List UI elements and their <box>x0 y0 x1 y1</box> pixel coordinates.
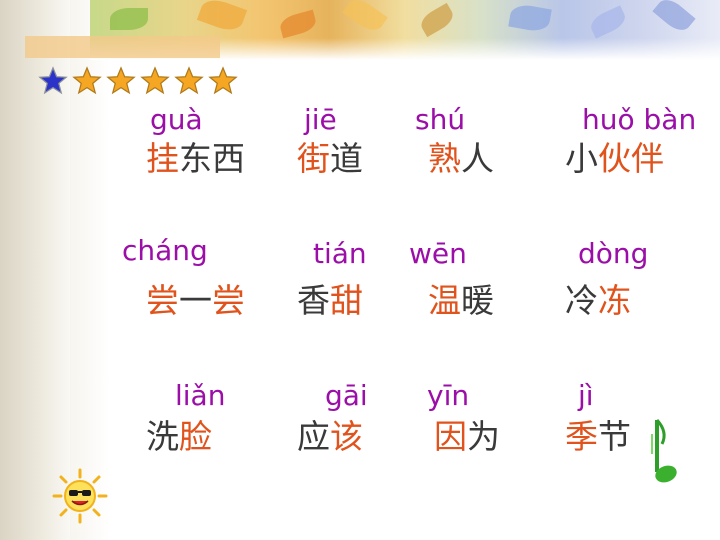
sun-sunglasses-icon <box>52 468 108 524</box>
word-wennuan: 温暖 <box>428 281 494 320</box>
word-lengdong: 冷冻 <box>565 281 631 320</box>
pinyin-tian: tián <box>313 237 367 270</box>
pinyin-chang: cháng <box>122 234 208 267</box>
pinyin-wen: wēn <box>409 237 467 270</box>
banner-strip <box>25 36 220 58</box>
pinyin-yin: yīn <box>427 379 470 412</box>
top-banner-decoration <box>90 0 720 60</box>
word-gua-dongxi: 挂东西 <box>146 139 245 178</box>
star-icon <box>140 66 170 95</box>
blue-star-icon <box>38 66 68 95</box>
music-note-icon <box>651 418 677 483</box>
word-yinwei: 因为 <box>434 417 500 456</box>
pinyin-huoban: huǒ bàn <box>582 103 697 136</box>
word-jijie: 季节 <box>565 417 631 456</box>
word-shuren: 熟人 <box>428 139 494 178</box>
word-xiangtian: 香甜 <box>297 281 363 320</box>
star-icon <box>106 66 136 95</box>
pinyin-gua: guà <box>150 103 203 136</box>
pinyin-lian: liǎn <box>175 379 226 412</box>
word-jiedao: 街道 <box>297 139 363 178</box>
pinyin-ji: jì <box>578 379 594 412</box>
word-yinggai: 应该 <box>297 417 363 456</box>
pinyin-jie: jiē <box>304 103 337 136</box>
word-changyichang: 尝一尝 <box>146 281 245 320</box>
pinyin-shu: shú <box>415 103 466 136</box>
star-icon <box>174 66 204 95</box>
star-icon <box>72 66 102 95</box>
pinyin-dong: dòng <box>578 237 649 270</box>
word-xilian: 洗脸 <box>146 417 212 456</box>
word-xiaohuoban: 小伙伴 <box>565 139 664 178</box>
star-icon <box>208 66 238 95</box>
pinyin-gai: gāi <box>325 379 368 412</box>
